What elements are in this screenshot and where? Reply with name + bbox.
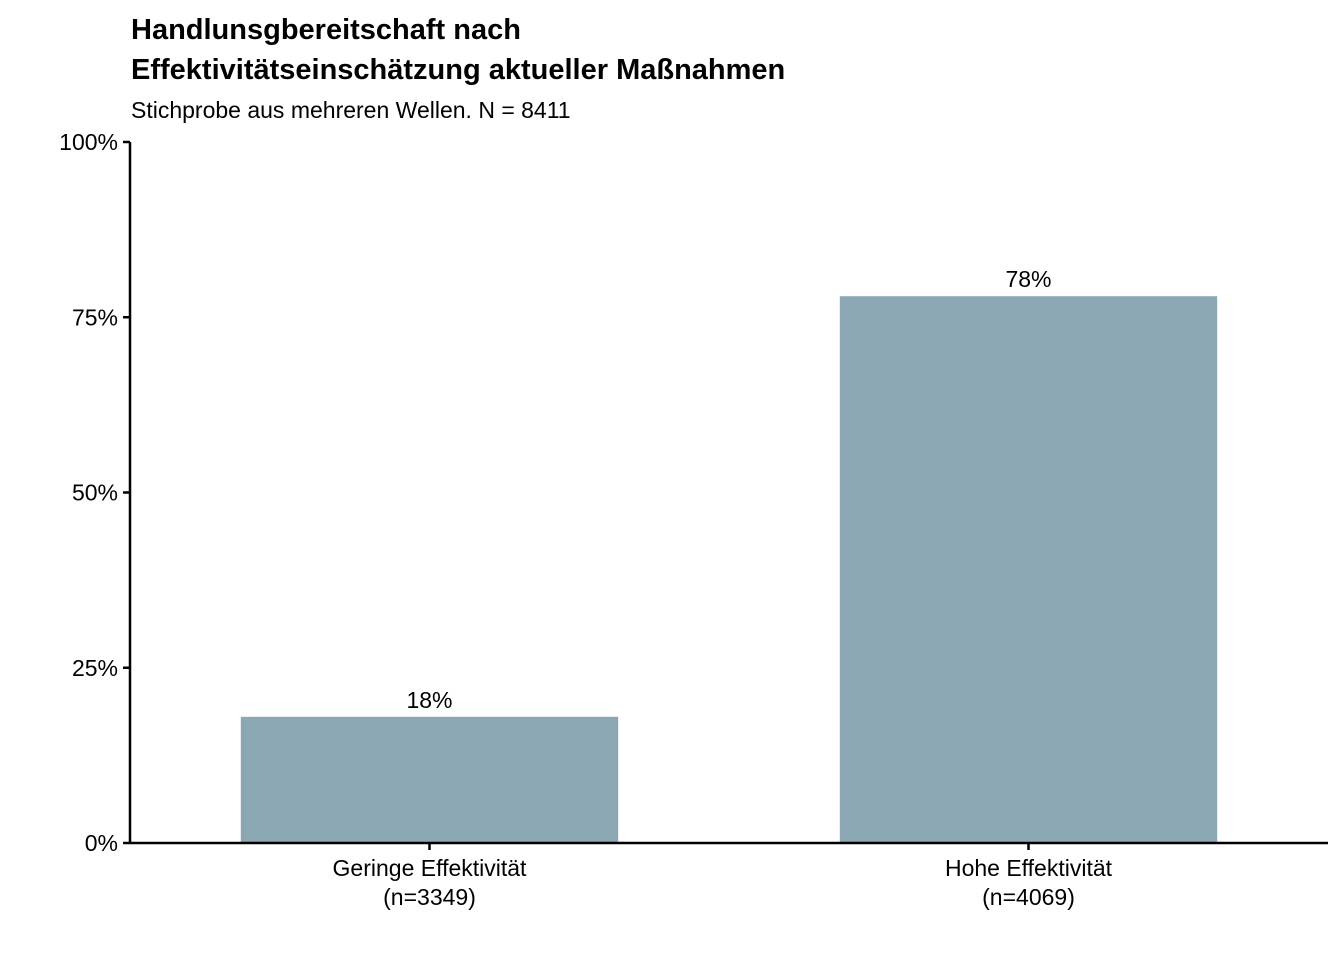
x-axis-ticks: Geringe Effektivität (n=3349) Hohe Effekti…	[333, 843, 1113, 910]
x-tick-label-category: Hohe Effektivität	[945, 855, 1113, 881]
y-tick-label: 75%	[72, 304, 118, 330]
chart-title: Handlunsgbereitschaft nach Effektivitäts…	[131, 10, 785, 90]
y-tick-label: 0%	[85, 830, 118, 856]
chart-title-line-2: Effektivitätseinschätzung aktueller Maßn…	[131, 54, 786, 86]
x-tick-label-category: Geringe Effektivität	[333, 855, 528, 881]
y-tick-label: 50%	[72, 480, 118, 506]
bars-group	[240, 296, 1218, 844]
y-tick-label: 25%	[72, 655, 118, 681]
bar	[839, 296, 1218, 844]
value-labels-group: 18% 78%	[406, 266, 1051, 713]
chart-title-line-1: Handlunsgbereitschaft nach	[131, 14, 521, 46]
y-tick-label: 100%	[59, 129, 118, 155]
bar-value-label: 78%	[1005, 266, 1051, 292]
chart-subtitle: Stichprobe aus mehreren Wellen. N = 8411	[131, 97, 571, 123]
y-axis-ticks: 0% 25% 50% 75% 100%	[59, 129, 130, 856]
bar	[240, 716, 619, 843]
x-tick-label-count: (n=3349)	[383, 884, 476, 910]
x-tick-label-count: (n=4069)	[982, 884, 1075, 910]
bar-value-label: 18%	[406, 687, 452, 713]
